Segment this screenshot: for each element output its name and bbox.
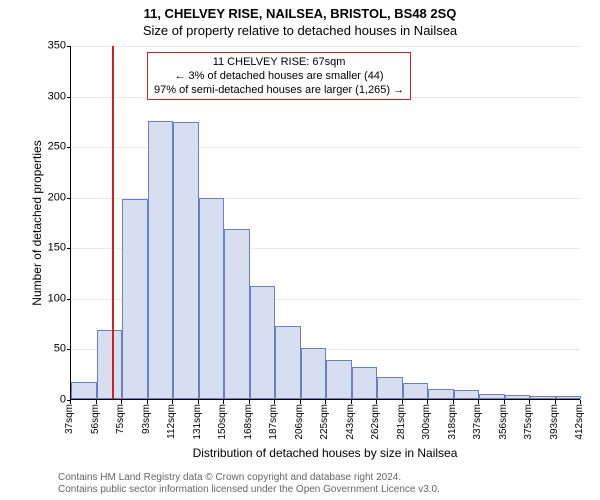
ytick-label: 150 [26,243,66,254]
ytick-label: 200 [26,192,66,203]
histogram-bar [199,198,225,399]
ytick-label: 300 [26,91,66,102]
ytick-mark [67,349,71,350]
xtick-label: 337sqm [473,404,483,440]
xtick-label: 206sqm [295,404,305,440]
ytick-mark [67,198,71,199]
ytick-mark [67,299,71,300]
plot-area: 11 CHELVEY RISE: 67sqm ← 3% of detached … [70,46,580,400]
xtick-label: 375sqm [524,404,534,440]
histogram-bar [556,396,582,399]
xtick-label: 356sqm [499,404,509,440]
xtick-label: 393sqm [550,404,560,440]
xtick-label: 412sqm [575,404,585,440]
xtick-label: 112sqm [167,404,177,439]
histogram-bar [530,396,556,399]
page-title-subtitle: Size of property relative to detached ho… [0,21,600,42]
xtick-label: 225sqm [320,404,330,440]
histogram-bar [148,121,174,399]
footer-line: Contains public sector information licen… [58,484,440,496]
histogram-bar [250,286,276,399]
xtick-label: 37sqm [65,404,75,434]
histogram-bar [428,389,454,399]
xtick-label: 150sqm [218,404,228,440]
histogram-bar [326,360,352,399]
histogram-bar [454,390,480,399]
page-title-address: 11, CHELVEY RISE, NAILSEA, BRISTOL, BS48… [0,0,600,21]
ytick-mark [67,97,71,98]
marker-annotation-box: 11 CHELVEY RISE: 67sqm ← 3% of detached … [147,52,411,100]
histogram-bar [71,382,97,399]
histogram-bar [224,229,250,399]
xtick-label: 243sqm [346,404,356,440]
ytick-label: 350 [26,41,66,52]
histogram-bar [275,326,301,399]
ytick-label: 0 [26,395,66,406]
histogram-bar [173,122,199,399]
xtick-label: 75sqm [116,404,126,434]
xtick-label: 187sqm [269,404,279,440]
xtick-label: 131sqm [193,404,203,440]
ytick-mark [67,147,71,148]
histogram-bar [505,395,531,399]
y-axis-label: Number of detached properties [30,140,44,305]
xtick-label: 281sqm [397,404,407,440]
xtick-label: 262sqm [371,404,381,440]
histogram-bar [301,348,327,399]
histogram-bar [479,394,505,399]
histogram-chart: Number of detached properties 11 CHELVEY… [44,46,580,426]
footer-attribution: Contains HM Land Registry data © Crown c… [58,472,440,496]
annotation-line: 11 CHELVEY RISE: 67sqm [154,55,404,69]
xtick-label: 318sqm [448,404,458,440]
x-axis-label: Distribution of detached houses by size … [70,446,580,460]
histogram-bar [352,367,378,399]
histogram-bar [403,383,429,399]
histogram-bar [97,330,123,399]
xtick-label: 93sqm [142,404,152,434]
histogram-bar [122,199,148,399]
ytick-mark [67,46,71,47]
property-marker-line [112,46,114,399]
xtick-label: 56sqm [91,404,101,434]
histogram-bar [377,377,403,399]
ytick-label: 100 [26,293,66,304]
footer-line: Contains HM Land Registry data © Crown c… [58,472,440,484]
annotation-line: ← 3% of detached houses are smaller (44) [154,69,404,83]
xtick-label: 168sqm [244,404,254,440]
ytick-mark [67,248,71,249]
xtick-label: 300sqm [422,404,432,440]
annotation-line: 97% of semi-detached houses are larger (… [154,83,404,97]
ytick-label: 50 [26,344,66,355]
ytick-label: 250 [26,142,66,153]
gridline-h [71,46,580,47]
